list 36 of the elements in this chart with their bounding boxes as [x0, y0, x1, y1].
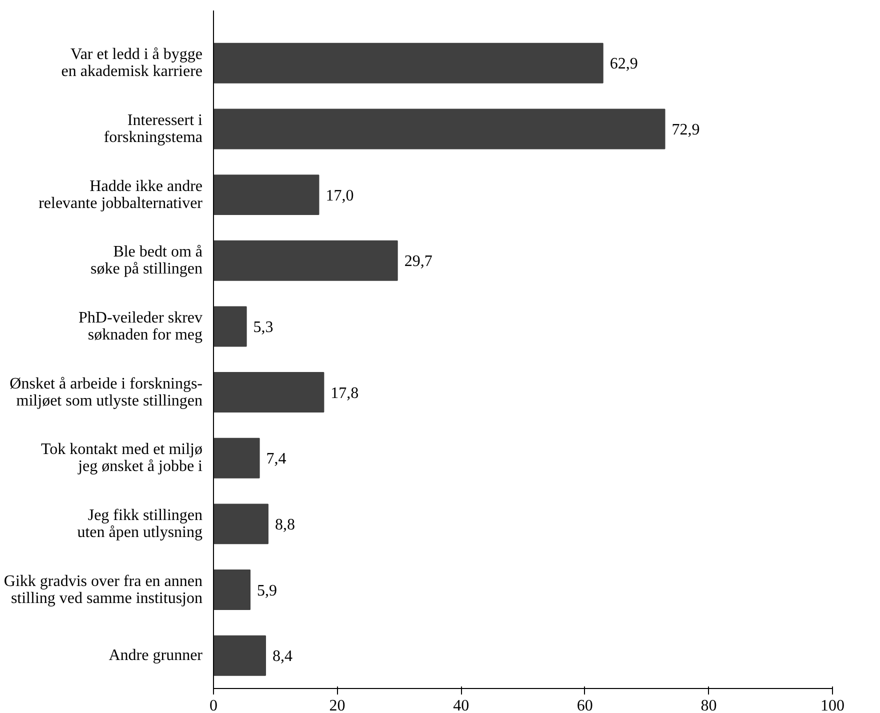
y-tick-label: Var et ledd i å bygge en akademisk karriere	[61, 46, 203, 80]
data-label: 62,9	[610, 56, 638, 73]
x-tick-label: 80	[700, 698, 717, 713]
x-tick-label: 60	[576, 698, 593, 713]
data-label: 8,8	[274, 516, 295, 534]
y-tick-label: Gikk gradvis over fra en annen stilling ved samme institusjon	[4, 572, 203, 607]
y-tick-label: Hadde ikke andre relevante jobbalternativer	[38, 178, 204, 212]
y-tick-label: PhD-veileder skrev søknaden for meg	[78, 309, 203, 344]
y-tick-label: Tok kontakt med et miljø jeg ønsket å jobbe i	[40, 441, 204, 476]
bar	[214, 240, 398, 281]
y-tick-label: Ble bedt om å søke på stillingen	[90, 244, 202, 278]
data-label: 7,4	[266, 450, 286, 468]
bar	[214, 438, 260, 478]
y-tick-label: Jeg fikk stillingen uten åpen utlysning	[77, 506, 202, 541]
data-label: 5,9	[257, 582, 278, 600]
bar	[214, 504, 268, 544]
bar	[214, 108, 666, 150]
bar	[214, 42, 604, 84]
data-label: 17,0	[326, 187, 354, 204]
bar	[214, 570, 251, 610]
x-tick-label: 0	[210, 698, 218, 713]
x-tick-label: 100	[820, 698, 844, 713]
y-tick-label: Interessert i forskningstema	[104, 112, 204, 146]
bar	[214, 635, 266, 676]
data-label: 8,4	[272, 648, 292, 666]
y-tick-label: Ønsket å arbeide i forsknings- miljøet som utlyste stillingen	[10, 375, 203, 410]
bar	[214, 306, 247, 347]
x-tick-label: 40	[453, 698, 470, 713]
data-label: 17,8	[330, 384, 359, 402]
bar	[214, 174, 320, 216]
data-label: 29,7	[404, 253, 432, 270]
x-tick-label: 20	[329, 698, 346, 713]
y-tick-label: Andre grunner	[108, 647, 204, 664]
bar	[214, 372, 324, 413]
data-label: 72,9	[672, 121, 700, 138]
data-label: 5,3	[253, 318, 274, 336]
